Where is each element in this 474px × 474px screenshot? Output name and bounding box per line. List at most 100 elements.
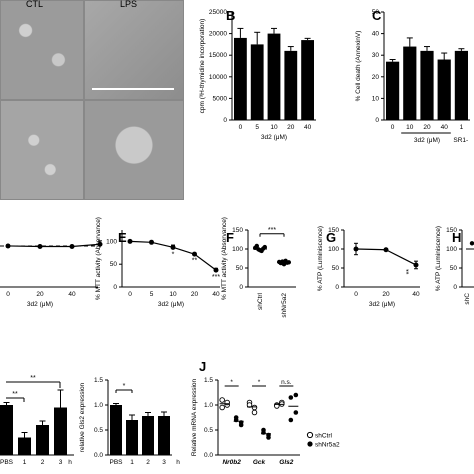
panel-c-y-tick-label: 20 (372, 74, 380, 81)
micrograph-label-ctl: CTL (26, 0, 44, 9)
panel-f-point (262, 244, 267, 250)
panel-b-y-tick-label: 5000 (213, 95, 228, 102)
panel-b-bar (301, 40, 314, 120)
panel-e-y-tick-label: 100 (106, 238, 117, 245)
panel-j-legend-marker (307, 441, 313, 447)
panel-i2-bar (142, 416, 154, 455)
panel-b-bar (284, 50, 298, 120)
panel-i1-x-tick-label: 1 (23, 459, 27, 466)
panel-g-x-label: 3d2 (μM) (369, 301, 395, 308)
panel-i1-x-tick-label: 2 (41, 459, 45, 466)
panel-h-point (469, 241, 474, 246)
panel-d-x-tick-label: 20 (36, 291, 44, 298)
panel-f-y-label: % MTT activity (Absorvance) (221, 217, 228, 300)
panel-c-y-tick-label: 50 (372, 9, 380, 16)
panel-i1-x-tick-label: 3 (59, 459, 63, 466)
panel-e-y-tick-label: 50 (110, 261, 118, 268)
panel-c-bar (403, 46, 417, 121)
panel-i2-x-tick-label: 2 (146, 459, 150, 466)
micrograph-lps-bottom (84, 100, 184, 200)
panel-h-y-tick-label: 0 (453, 284, 457, 291)
panel-f-x-tick-label: shCtrl (257, 292, 264, 310)
panel-g-y-tick-label: 50 (332, 265, 340, 272)
panel-i2-x-tick-label: PBS (109, 459, 123, 466)
panel-j-legend-marker (306, 431, 314, 439)
panel-e-x-tick-label: 0 (128, 291, 132, 298)
panel-i2-y-tick-label: 1.5 (94, 377, 103, 384)
panel-d-x-tick-label: 0 (6, 291, 10, 298)
panel-j-significance: * (258, 379, 261, 386)
panel-c-group-label: 3d2 (μM) (414, 137, 440, 144)
panel-letter-c: C (372, 8, 382, 23)
panel-i2-x-tick-label: 1 (130, 459, 134, 466)
panel-b-x-tick-label: 5 (255, 124, 259, 131)
panel-e-x-tick-label: 20 (191, 291, 199, 298)
panel-e-significance: * (172, 252, 175, 259)
panel-j-point-shnr5a2 (261, 427, 266, 433)
panel-f-y-tick-label: 150 (232, 227, 243, 234)
panel-e-series-line (129, 240, 152, 243)
panel-g-y-tick-label: 100 (328, 246, 339, 253)
micrograph-label-lps: LPS (120, 0, 138, 9)
panel-j-significance: * (230, 379, 233, 386)
panel-j-y-tick-label: 1.0 (204, 402, 213, 409)
panel-d-series-line (71, 243, 101, 248)
panel-i1-bar (18, 437, 31, 455)
panel-j-significance: n.s. (281, 379, 292, 386)
panel-g-y-tick-label: 0 (335, 284, 339, 291)
panel-i1-significance: ** (12, 391, 18, 398)
panel-g-series-line (355, 248, 387, 251)
panel-e-y-tick-label: 0 (113, 284, 117, 291)
panel-i1-significance: ** (30, 375, 36, 382)
panel-h-x-tick-label: shC (464, 293, 471, 305)
panel-c-bar (454, 50, 468, 120)
panel-d-x-tick-label: 40 (68, 291, 76, 298)
micrograph-ctl-top (0, 0, 84, 100)
panel-j-x-tick-label: Nr0b2 (222, 459, 241, 466)
panel-i2-significance: * (123, 383, 126, 390)
panel-j-y-tick-label: 0.5 (204, 427, 213, 434)
panel-c-x-tick-label: 1 (460, 124, 464, 131)
panel-h-y-label: % ATP (Luminiscence) (435, 226, 442, 291)
panel-b-x-tick-label: 0 (239, 124, 243, 131)
panel-i2-bar (110, 405, 122, 455)
panel-e-series-line (151, 241, 174, 248)
panel-j-point-shnr5a2 (233, 415, 239, 420)
panel-c-group-label: SR1- (453, 137, 468, 144)
panel-h-y-tick-label: 150 (446, 227, 457, 234)
panel-j-y-tick-label: 0.0 (204, 452, 213, 459)
panel-j-point-shnr5a2 (293, 410, 299, 415)
panel-j-y-label: Relative mRNA expression (191, 378, 198, 456)
panel-b-bar (234, 37, 247, 120)
panel-i2-y-tick-label: 0.5 (94, 427, 103, 434)
panel-j-point-shnr5a2 (288, 417, 294, 423)
panel-g-x-tick-label: 40 (412, 291, 420, 298)
panel-b-y-label: cpm (³H-thymidine incorporation) (199, 19, 206, 114)
panel-i1-bar (0, 405, 13, 455)
micrograph-ctl-bottom (0, 100, 84, 200)
panel-letter-j: J (199, 359, 206, 374)
panel-f-point (254, 243, 259, 249)
panel-j-legend-label: shNr5a2 (315, 442, 340, 449)
panel-h-y-tick-label: 100 (446, 246, 457, 253)
panel-i1-x-unit: h (68, 459, 72, 466)
panel-b-x-label: 3d2 (μM) (261, 134, 287, 141)
panel-e-x-tick-label: 40 (212, 291, 220, 298)
panel-b-y-tick-label: 25000 (209, 9, 227, 16)
panel-b-y-tick-label: 10000 (209, 74, 227, 81)
panel-g-x-tick-label: 0 (354, 291, 358, 298)
panel-i2-x-tick-label: 3 (162, 459, 166, 466)
panel-j-x-tick-label: Gls2 (279, 459, 293, 466)
panel-i2-x-unit: h (176, 459, 180, 466)
panel-j-point-shctrl (219, 397, 225, 403)
panel-c-y-tick-label: 0 (375, 117, 379, 124)
panel-g-y-label: % ATP (Luminiscence) (317, 226, 324, 291)
panel-f-y-tick-label: 100 (232, 246, 243, 253)
panel-c-bar (386, 61, 400, 120)
micrograph-lps-top (84, 0, 184, 100)
panel-c-bar (420, 50, 434, 120)
panel-letter-g: G (326, 230, 336, 245)
panel-e-series-line (194, 253, 217, 271)
panel-c-x-tick-label: 20 (423, 124, 431, 131)
